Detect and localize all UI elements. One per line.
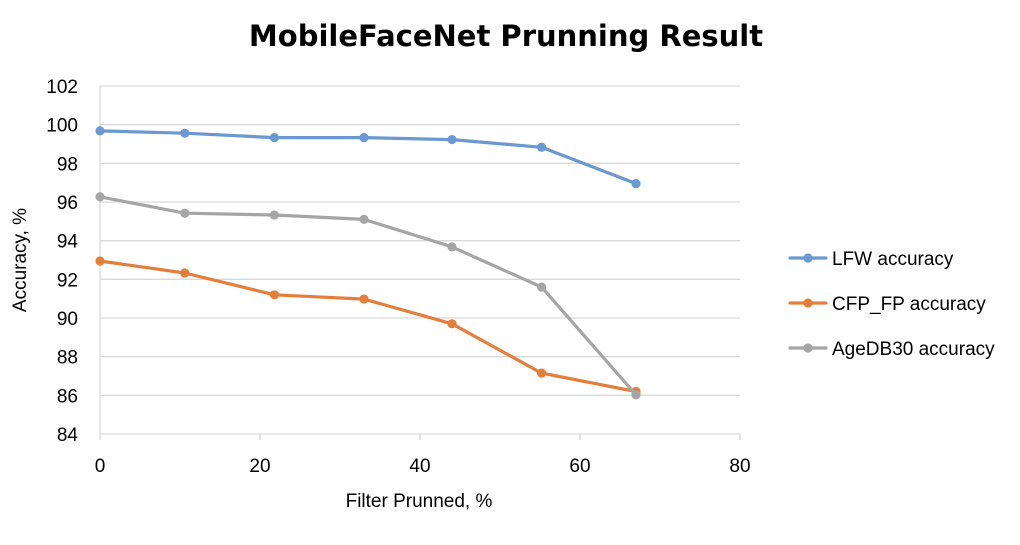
legend-swatch-marker: [803, 343, 813, 353]
x-axis-label: Filter Prunned, %: [346, 491, 493, 512]
data-point-agedb30-accuracy: [95, 192, 105, 202]
data-point-lfw-accuracy: [180, 128, 190, 138]
legend-swatch-marker: [803, 298, 813, 308]
data-point-agedb30-accuracy: [269, 210, 279, 220]
y-tick-labels: 84 86 88 90 92 94 96 98 100 102: [46, 77, 78, 446]
data-point-agedb30-accuracy: [359, 214, 369, 224]
data-point-cfp-fp-accuracy: [180, 268, 190, 278]
data-point-agedb30-accuracy: [447, 242, 457, 252]
data-point-agedb30-accuracy: [631, 390, 641, 400]
data-point-lfw-accuracy: [631, 179, 641, 189]
data-point-lfw-accuracy: [95, 126, 105, 136]
x-tick-label: 80: [729, 456, 750, 477]
y-tick-label: 98: [57, 154, 78, 175]
data-point-lfw-accuracy: [269, 133, 279, 143]
series-line-cfp-fp-accuracy: [98, 259, 638, 394]
x-tick-label: 20: [249, 456, 270, 477]
legend-label: CFP_FP accuracy: [832, 294, 986, 315]
data-point-lfw-accuracy: [537, 142, 547, 152]
y-axis-label: Accuracy, %: [10, 208, 31, 312]
legend-label: AgeDB30 accuracy: [832, 339, 995, 360]
legend: LFW accuracy CFP_FP accuracy AgeDB30 accur…: [788, 249, 995, 360]
y-tick-label: 84: [57, 425, 79, 446]
data-point-cfp-fp-accuracy: [269, 290, 279, 300]
y-tick-label: 88: [57, 348, 78, 369]
legend-label: LFW accuracy: [832, 249, 954, 270]
x-tick-label: 40: [409, 456, 430, 477]
series-lines: [95, 126, 641, 400]
legend-item-lfw-accuracy: LFW accuracy: [788, 249, 954, 270]
y-tick-label: 86: [57, 386, 78, 407]
y-tick-label: 100: [46, 116, 78, 137]
legend-swatch-marker: [803, 253, 813, 263]
y-tick-label: 96: [57, 193, 78, 214]
x-tick-label: 0: [95, 456, 106, 477]
y-tick-label: 90: [57, 309, 78, 330]
data-point-lfw-accuracy: [447, 134, 457, 145]
series-agedb30-accuracy: [95, 192, 641, 400]
data-point-lfw-accuracy: [359, 133, 369, 143]
series-cfp-fp-accuracy: [95, 256, 641, 397]
chart-title: MobileFaceNet Prunning Result: [249, 19, 763, 53]
data-point-cfp-fp-accuracy: [537, 368, 547, 378]
legend-item-agedb30-accuracy: AgeDB30 accuracy: [788, 339, 995, 360]
y-tick-label: 92: [57, 270, 78, 291]
data-point-agedb30-accuracy: [537, 282, 547, 292]
data-point-agedb30-accuracy: [180, 208, 190, 218]
series-line-agedb30-accuracy: [98, 195, 638, 397]
y-tick-label: 94: [57, 232, 79, 253]
y-tick-label: 102: [46, 77, 78, 98]
legend-item-cfp-fp-accuracy: CFP_FP accuracy: [788, 294, 986, 315]
x-tick-labels: 0 20 40 60 80: [95, 456, 751, 477]
data-point-cfp-fp-accuracy: [447, 319, 457, 329]
data-point-cfp-fp-accuracy: [359, 294, 369, 304]
series-lfw-accuracy: [95, 126, 641, 189]
data-point-cfp-fp-accuracy: [95, 256, 105, 266]
x-tick-label: 60: [569, 456, 590, 477]
